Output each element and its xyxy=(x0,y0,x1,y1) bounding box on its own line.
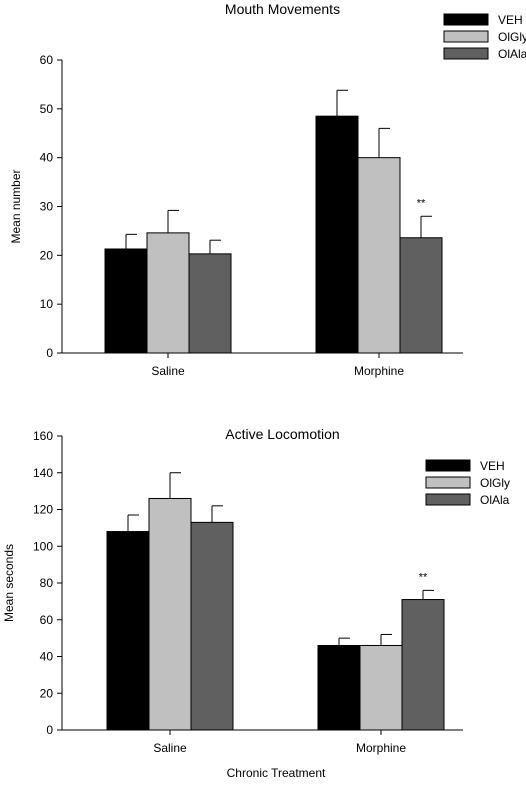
y-tick-label: 80 xyxy=(40,576,54,590)
y-tick-label: 60 xyxy=(40,53,54,67)
bar-veh-saline xyxy=(106,531,150,731)
bar-olgly-saline xyxy=(148,497,192,731)
x-tick-label: Saline xyxy=(153,741,187,755)
chart-1: Mouth Movements Mean number 0 10 20 30 40 50 60 S… xyxy=(9,1,526,378)
y-tick-label: 140 xyxy=(33,466,53,480)
bar-veh-morphine xyxy=(315,115,359,354)
bar-veh-saline xyxy=(104,248,148,354)
legend-label-olala: OlAla xyxy=(498,47,526,61)
y-tick-label: 0 xyxy=(46,723,53,737)
chart-2: Active Locomotion Mean seconds 0 20 40 60 80 10… xyxy=(2,426,510,780)
legend-swatch-olgly xyxy=(425,476,471,489)
y-tick-label: 40 xyxy=(40,650,54,664)
y-tick-label: 10 xyxy=(40,297,54,311)
legend-swatch-veh xyxy=(425,459,471,472)
legend-label-veh: VEH xyxy=(480,459,505,473)
x-tick-label: Morphine xyxy=(356,741,406,755)
bar-olgly-morphine xyxy=(357,157,401,354)
bar-olgly-morphine xyxy=(359,644,403,731)
legend: VEH OlGly OlAla xyxy=(443,13,526,61)
legend-swatch-olgly xyxy=(443,30,489,43)
bar-olgly-saline xyxy=(146,232,190,354)
legend-label-olgly: OlGly xyxy=(498,30,526,44)
bar-olala-saline xyxy=(188,253,232,354)
legend: VEH OlGly OlAla xyxy=(425,459,510,507)
significance-marker: ** xyxy=(417,197,426,209)
y-axis-label: Mean seconds xyxy=(2,544,16,622)
legend-label-veh: VEH xyxy=(498,13,523,27)
y-tick-label: 100 xyxy=(33,539,53,553)
legend-label-olala: OlAla xyxy=(480,493,510,507)
bar-olala-morphine xyxy=(399,237,443,354)
y-tick-label: 30 xyxy=(40,200,54,214)
chart-title: Active Locomotion xyxy=(225,426,339,442)
y-tick-label: 60 xyxy=(40,613,54,627)
y-tick-label: 160 xyxy=(33,429,53,443)
y-tick-label: 20 xyxy=(40,248,54,262)
legend-swatch-olala xyxy=(425,493,471,506)
x-axis-label: Chronic Treatment xyxy=(227,766,326,780)
y-tick-label: 50 xyxy=(40,102,54,116)
legend-label-olgly: OlGly xyxy=(480,476,510,490)
legend-swatch-olala xyxy=(443,47,489,60)
y-tick-label: 40 xyxy=(40,151,54,165)
y-tick-label: 120 xyxy=(33,503,53,517)
bar-veh-morphine xyxy=(317,644,361,731)
chart-title: Mouth Movements xyxy=(225,1,340,17)
bar-olala-saline xyxy=(190,521,234,731)
significance-marker: ** xyxy=(419,571,428,583)
x-tick-label: Morphine xyxy=(354,364,404,378)
x-tick-label: Saline xyxy=(151,364,185,378)
bar-olala-morphine xyxy=(401,599,445,731)
y-tick-label: 20 xyxy=(40,686,54,700)
legend-swatch-veh xyxy=(443,13,489,26)
y-axis-label: Mean number xyxy=(9,169,23,243)
y-tick-label: 0 xyxy=(46,346,53,360)
